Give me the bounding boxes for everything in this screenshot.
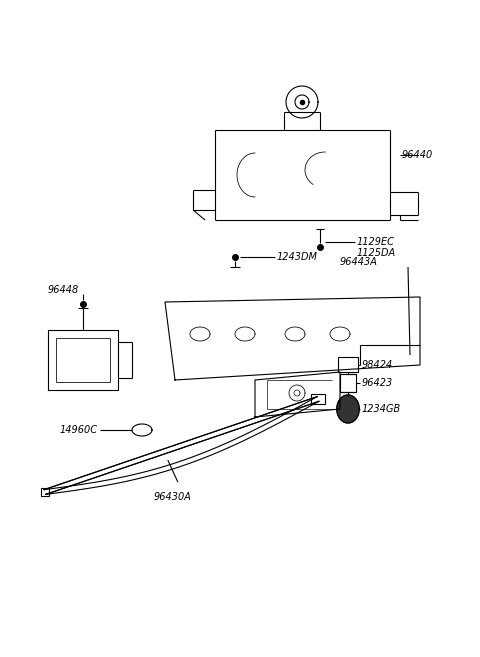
Text: 96448: 96448 — [48, 285, 79, 295]
Text: 1129EC: 1129EC — [357, 237, 395, 247]
Text: 96443A: 96443A — [340, 257, 378, 267]
Text: 1243DM: 1243DM — [277, 252, 318, 262]
Text: 1234GB: 1234GB — [362, 404, 401, 414]
Text: 1125DA: 1125DA — [357, 248, 396, 258]
Text: 96440: 96440 — [402, 150, 433, 160]
Bar — [340, 374, 356, 392]
Text: 98424: 98424 — [362, 360, 393, 370]
Polygon shape — [337, 395, 359, 423]
Text: 96430A: 96430A — [154, 492, 192, 502]
Bar — [41, 488, 49, 496]
Text: 14960C: 14960C — [60, 425, 98, 435]
Text: 96423: 96423 — [362, 378, 393, 388]
Bar — [311, 394, 325, 404]
Bar — [338, 357, 358, 372]
